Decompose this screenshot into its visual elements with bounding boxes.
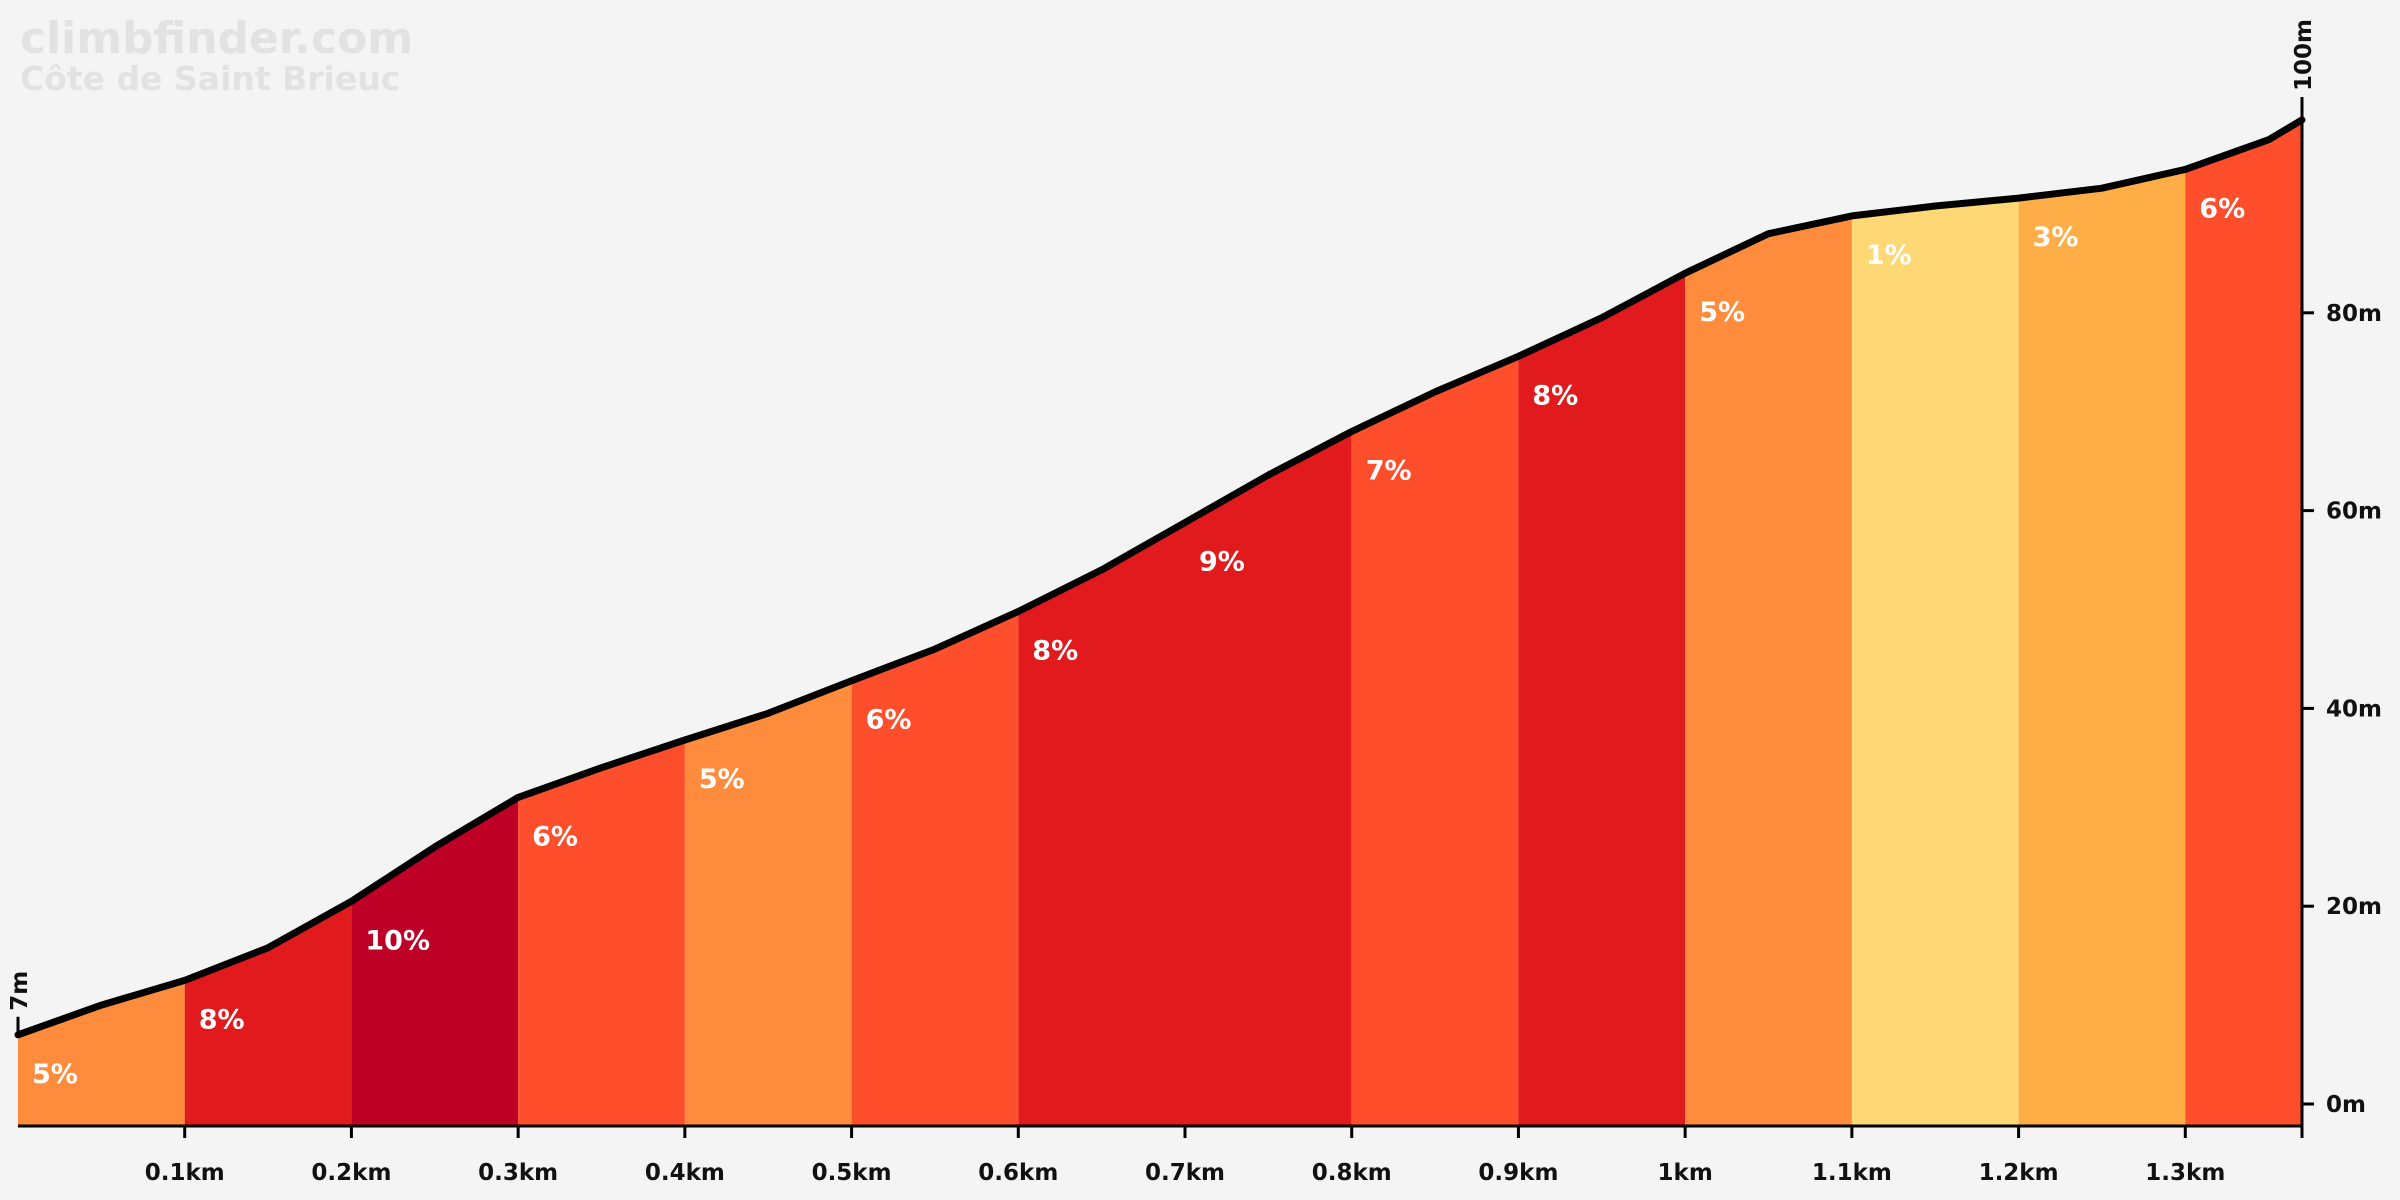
x-tick-label: 0.5km	[812, 1160, 892, 1186]
x-tick-label: 0.2km	[311, 1160, 391, 1186]
grade-segment	[2018, 169, 2186, 1126]
grade-segment	[518, 740, 685, 1126]
x-tick-label: 0.4km	[645, 1160, 725, 1186]
grade-label: 5%	[32, 1059, 78, 1090]
x-tick-label: 0.6km	[978, 1160, 1058, 1186]
x-tick-label: 1km	[1658, 1160, 1713, 1186]
grade-segment	[1685, 215, 1852, 1126]
y-tick-label: 20m	[2326, 894, 2382, 920]
grade-label: 10%	[365, 925, 430, 956]
grade-segment	[1351, 356, 1519, 1126]
watermark: climbfinder.com Côte de Saint Brieuc	[20, 13, 414, 99]
grade-label: 1%	[1866, 240, 1912, 271]
grade-segment	[1185, 431, 1352, 1126]
grade-segment	[1518, 273, 1686, 1126]
grade-segment	[684, 680, 852, 1126]
grade-label: 5%	[699, 764, 745, 795]
x-tick-label: 1.1km	[1812, 1160, 1892, 1186]
end-elevation-label: 100m	[2291, 19, 2317, 91]
watermark-climb-name: Côte de Saint Brieuc	[20, 59, 401, 99]
y-tick-label: 40m	[2326, 696, 2382, 722]
grade-segment	[18, 980, 185, 1126]
grade-label: 6%	[532, 821, 578, 852]
watermark-site: climbfinder.com	[20, 13, 414, 64]
grade-label: 6%	[866, 705, 912, 736]
grade-segment	[1018, 522, 1185, 1126]
grade-label: 6%	[2199, 193, 2245, 224]
grade-segment	[2185, 119, 2302, 1126]
y-tick-label: 60m	[2326, 499, 2382, 525]
grade-label: 3%	[2033, 222, 2079, 253]
grade-segment	[1851, 198, 2019, 1127]
profile-line	[14, 116, 2306, 1039]
x-tick-label: 1.2km	[1979, 1160, 2059, 1186]
y-tick-label: 0m	[2326, 1092, 2366, 1118]
x-tick-label: 0.9km	[1478, 1160, 1558, 1186]
x-tick-label: 0.7km	[1145, 1160, 1225, 1186]
grade-segment	[851, 611, 1019, 1126]
x-tick-label: 0.1km	[145, 1160, 225, 1186]
grade-label: 8%	[199, 1004, 245, 1035]
y-tick-label: 80m	[2326, 301, 2382, 327]
grade-label: 8%	[1532, 380, 1578, 411]
x-tick-label: 0.3km	[478, 1160, 558, 1186]
x-tick-label: 1.3km	[2145, 1160, 2225, 1186]
start-elevation-label: 7m	[7, 971, 33, 1011]
grade-label: 7%	[1366, 456, 1412, 487]
grade-label: 5%	[1699, 297, 1745, 328]
x-tick-label: 0.8km	[1312, 1160, 1392, 1186]
grade-segment	[351, 797, 519, 1126]
grade-segment	[184, 901, 352, 1126]
grade-label: 8%	[1032, 636, 1078, 667]
grade-label: 9%	[1199, 547, 1245, 578]
